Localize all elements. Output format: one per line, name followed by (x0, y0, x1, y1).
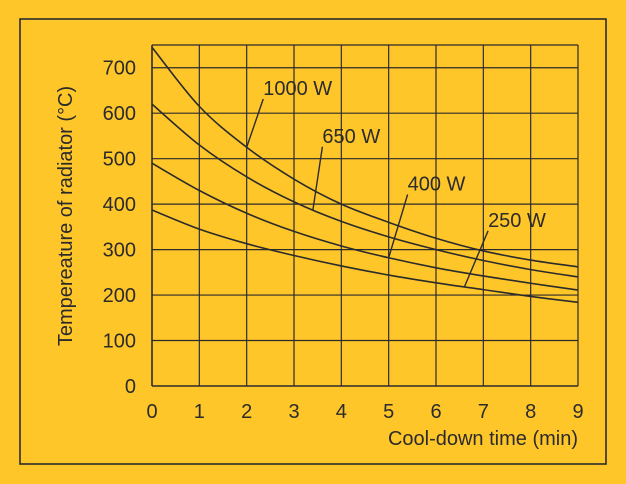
series-label-0: 1000 W (263, 78, 332, 100)
x-tick-label: 1 (194, 401, 205, 423)
y-tick-label: 700 (103, 58, 136, 80)
x-tick-label: 2 (241, 401, 252, 423)
x-tick-label: 4 (336, 401, 347, 423)
x-tick-label: 9 (572, 401, 583, 423)
y-tick-label: 300 (103, 240, 136, 262)
x-tick-label: 8 (525, 401, 536, 423)
y-tick-labels: 0 100 200 300 400 500 600 700 (103, 58, 136, 398)
series-curve-2 (151, 162, 579, 291)
x-tick-labels: 0 1 2 3 4 5 6 7 8 9 (146, 401, 583, 423)
y-tick-label: 0 (125, 376, 136, 398)
x-tick-label: 6 (430, 401, 441, 423)
outer-frame (19, 18, 607, 465)
y-tick-label: 400 (103, 194, 136, 216)
x-tick-label: 0 (146, 401, 157, 423)
grid (152, 44, 579, 386)
series-labels: 1000 W 650 W 400 W 250 W (246, 78, 546, 288)
series-label-1: 650 W (322, 126, 380, 148)
series-curve-3 (151, 209, 579, 304)
series-label-3: 250 W (488, 210, 546, 232)
x-axis-label: Cool-down time (min) (388, 428, 578, 450)
y-tick-label: 200 (103, 285, 136, 307)
x-tick-label: 3 (288, 401, 299, 423)
leader-line-0 (246, 98, 264, 148)
leader-line-3 (463, 230, 489, 288)
series-curves (151, 46, 579, 304)
x-tick-label: 7 (478, 401, 489, 423)
x-tick-label: 5 (383, 401, 394, 423)
series-label-2: 400 W (408, 173, 466, 195)
y-axis-label: Tempereature of radiator (°C) (55, 86, 77, 346)
y-tick-label: 600 (103, 103, 136, 125)
leader-line-1 (312, 146, 324, 210)
axes (151, 45, 578, 387)
series-curve-0 (151, 46, 579, 268)
leader-line-2 (387, 194, 409, 258)
y-tick-label: 500 (103, 149, 136, 171)
y-tick-label: 100 (103, 331, 136, 353)
series-curve-1 (151, 103, 579, 278)
